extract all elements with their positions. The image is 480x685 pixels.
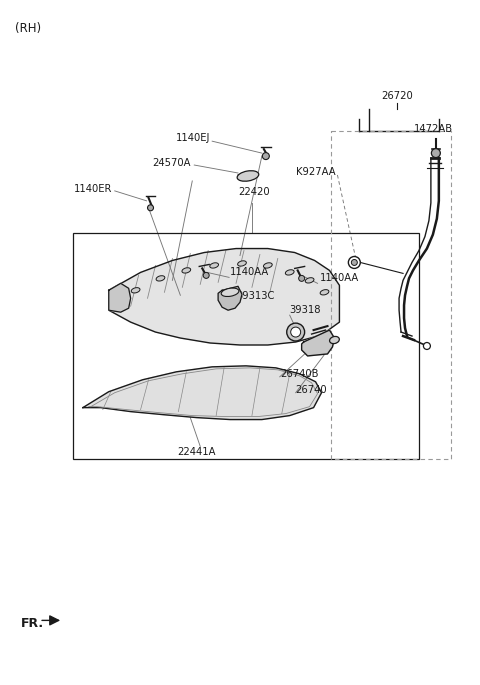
Text: 1140EJ: 1140EJ bbox=[176, 133, 210, 143]
Polygon shape bbox=[109, 249, 339, 345]
Polygon shape bbox=[301, 330, 335, 356]
Ellipse shape bbox=[210, 263, 218, 268]
Ellipse shape bbox=[305, 277, 314, 283]
Circle shape bbox=[351, 260, 357, 266]
Ellipse shape bbox=[182, 268, 191, 273]
Text: 1472AB: 1472AB bbox=[414, 124, 453, 134]
Circle shape bbox=[263, 153, 269, 160]
Polygon shape bbox=[109, 284, 131, 312]
Text: 39313C: 39313C bbox=[236, 291, 275, 301]
Ellipse shape bbox=[238, 261, 246, 266]
Text: FR.: FR. bbox=[21, 617, 44, 630]
Polygon shape bbox=[218, 286, 242, 310]
Ellipse shape bbox=[221, 288, 239, 297]
Ellipse shape bbox=[131, 288, 140, 293]
Ellipse shape bbox=[320, 290, 329, 295]
Text: K927AA: K927AA bbox=[296, 167, 336, 177]
Text: 26740: 26740 bbox=[296, 385, 327, 395]
Text: 22441A: 22441A bbox=[177, 447, 216, 458]
Bar bbox=[73, 233, 419, 460]
Text: 26740B: 26740B bbox=[280, 369, 318, 379]
Text: 26720: 26720 bbox=[381, 91, 413, 101]
Circle shape bbox=[348, 256, 360, 269]
Text: 39318: 39318 bbox=[290, 306, 321, 315]
Circle shape bbox=[291, 327, 300, 337]
Text: 1140ER: 1140ER bbox=[74, 184, 113, 194]
Circle shape bbox=[287, 323, 305, 341]
Circle shape bbox=[203, 273, 209, 278]
Text: 1140AA: 1140AA bbox=[320, 273, 359, 284]
Circle shape bbox=[147, 205, 154, 211]
Text: 24570A: 24570A bbox=[152, 158, 190, 168]
Ellipse shape bbox=[156, 275, 165, 281]
Circle shape bbox=[299, 275, 305, 282]
Ellipse shape bbox=[264, 263, 272, 268]
Circle shape bbox=[423, 342, 431, 349]
Ellipse shape bbox=[330, 336, 339, 344]
Text: 1140AA: 1140AA bbox=[230, 267, 269, 277]
Circle shape bbox=[432, 149, 440, 158]
Ellipse shape bbox=[237, 171, 259, 182]
Text: (RH): (RH) bbox=[15, 22, 41, 35]
Polygon shape bbox=[83, 366, 322, 419]
Bar bbox=[332, 132, 451, 460]
Text: 22420: 22420 bbox=[238, 187, 270, 197]
Ellipse shape bbox=[285, 270, 294, 275]
